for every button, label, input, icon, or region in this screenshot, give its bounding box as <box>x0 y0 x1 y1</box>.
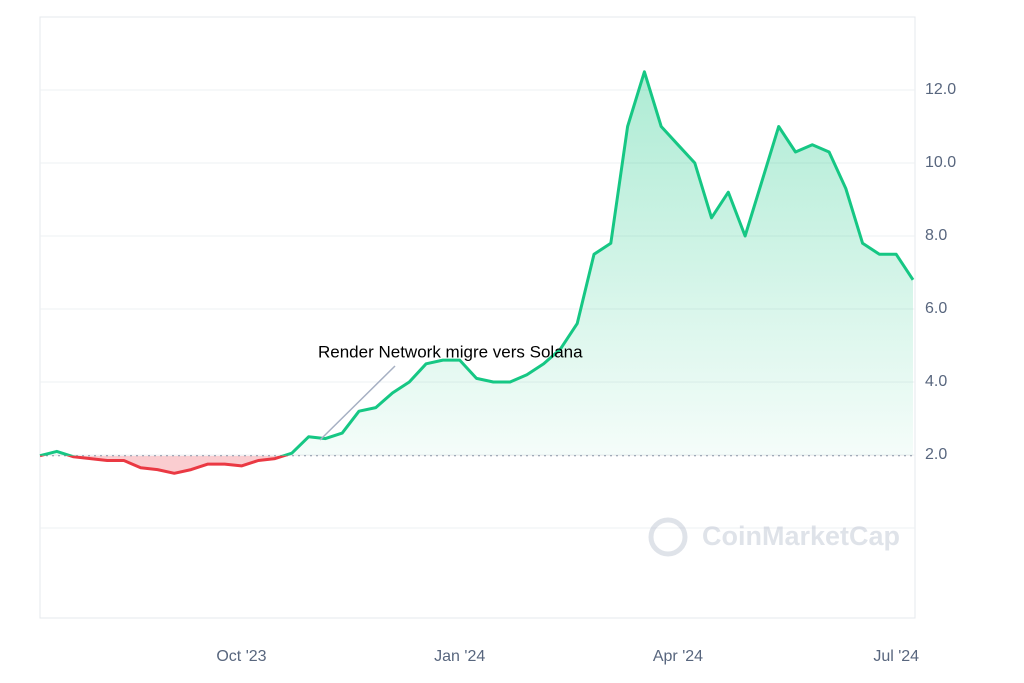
plot-layer <box>39 70 915 475</box>
y-tick-label: 12.0 <box>925 81 956 98</box>
x-tick-label: Jan '24 <box>434 648 485 665</box>
price-line-down <box>40 455 289 475</box>
annotation-leader <box>319 365 396 441</box>
y-tick-label: 8.0 <box>925 227 947 244</box>
x-tick-label: Apr '24 <box>653 648 703 665</box>
plot-frame <box>39 16 916 619</box>
watermark: CoinMarketCap <box>648 517 900 557</box>
y-tick-label: 2.0 <box>925 446 947 463</box>
annotation: Render Network migre vers Solana <box>318 342 583 361</box>
x-tick-label: Jul '24 <box>873 648 919 665</box>
price-line <box>39 70 915 456</box>
x-tick-label: Oct '23 <box>216 648 266 665</box>
watermark-text: CoinMarketCap <box>702 521 900 551</box>
y-tick-label: 10.0 <box>925 154 956 171</box>
y-tick-label: 6.0 <box>925 300 947 317</box>
y-tick-label: 4.0 <box>925 373 947 390</box>
